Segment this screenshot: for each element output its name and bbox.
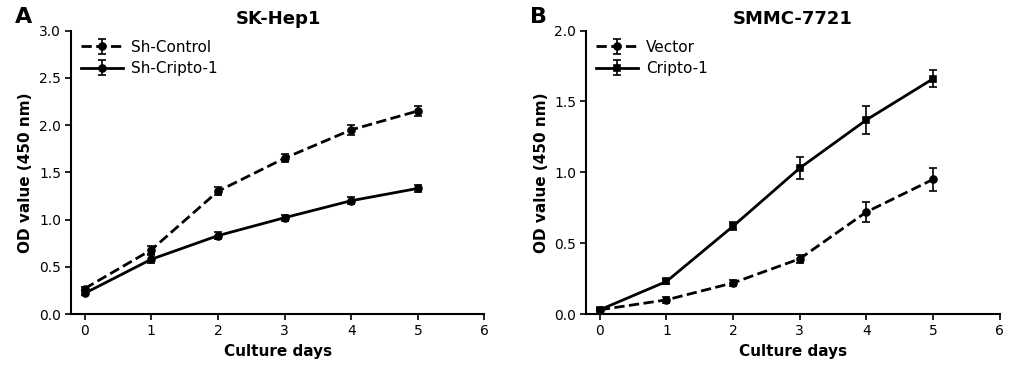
Title: SMMC-7721: SMMC-7721 — [733, 10, 852, 28]
Legend: Sh-Control, Sh-Cripto-1: Sh-Control, Sh-Cripto-1 — [74, 34, 223, 82]
Text: A: A — [15, 7, 33, 27]
Title: SK-Hep1: SK-Hep1 — [235, 10, 320, 28]
X-axis label: Culture days: Culture days — [223, 344, 332, 359]
Y-axis label: OD value (450 nm): OD value (450 nm) — [533, 92, 548, 253]
Text: B: B — [530, 7, 547, 27]
X-axis label: Culture days: Culture days — [738, 344, 847, 359]
Legend: Vector, Cripto-1: Vector, Cripto-1 — [589, 34, 713, 82]
Y-axis label: OD value (450 nm): OD value (450 nm) — [18, 92, 34, 253]
